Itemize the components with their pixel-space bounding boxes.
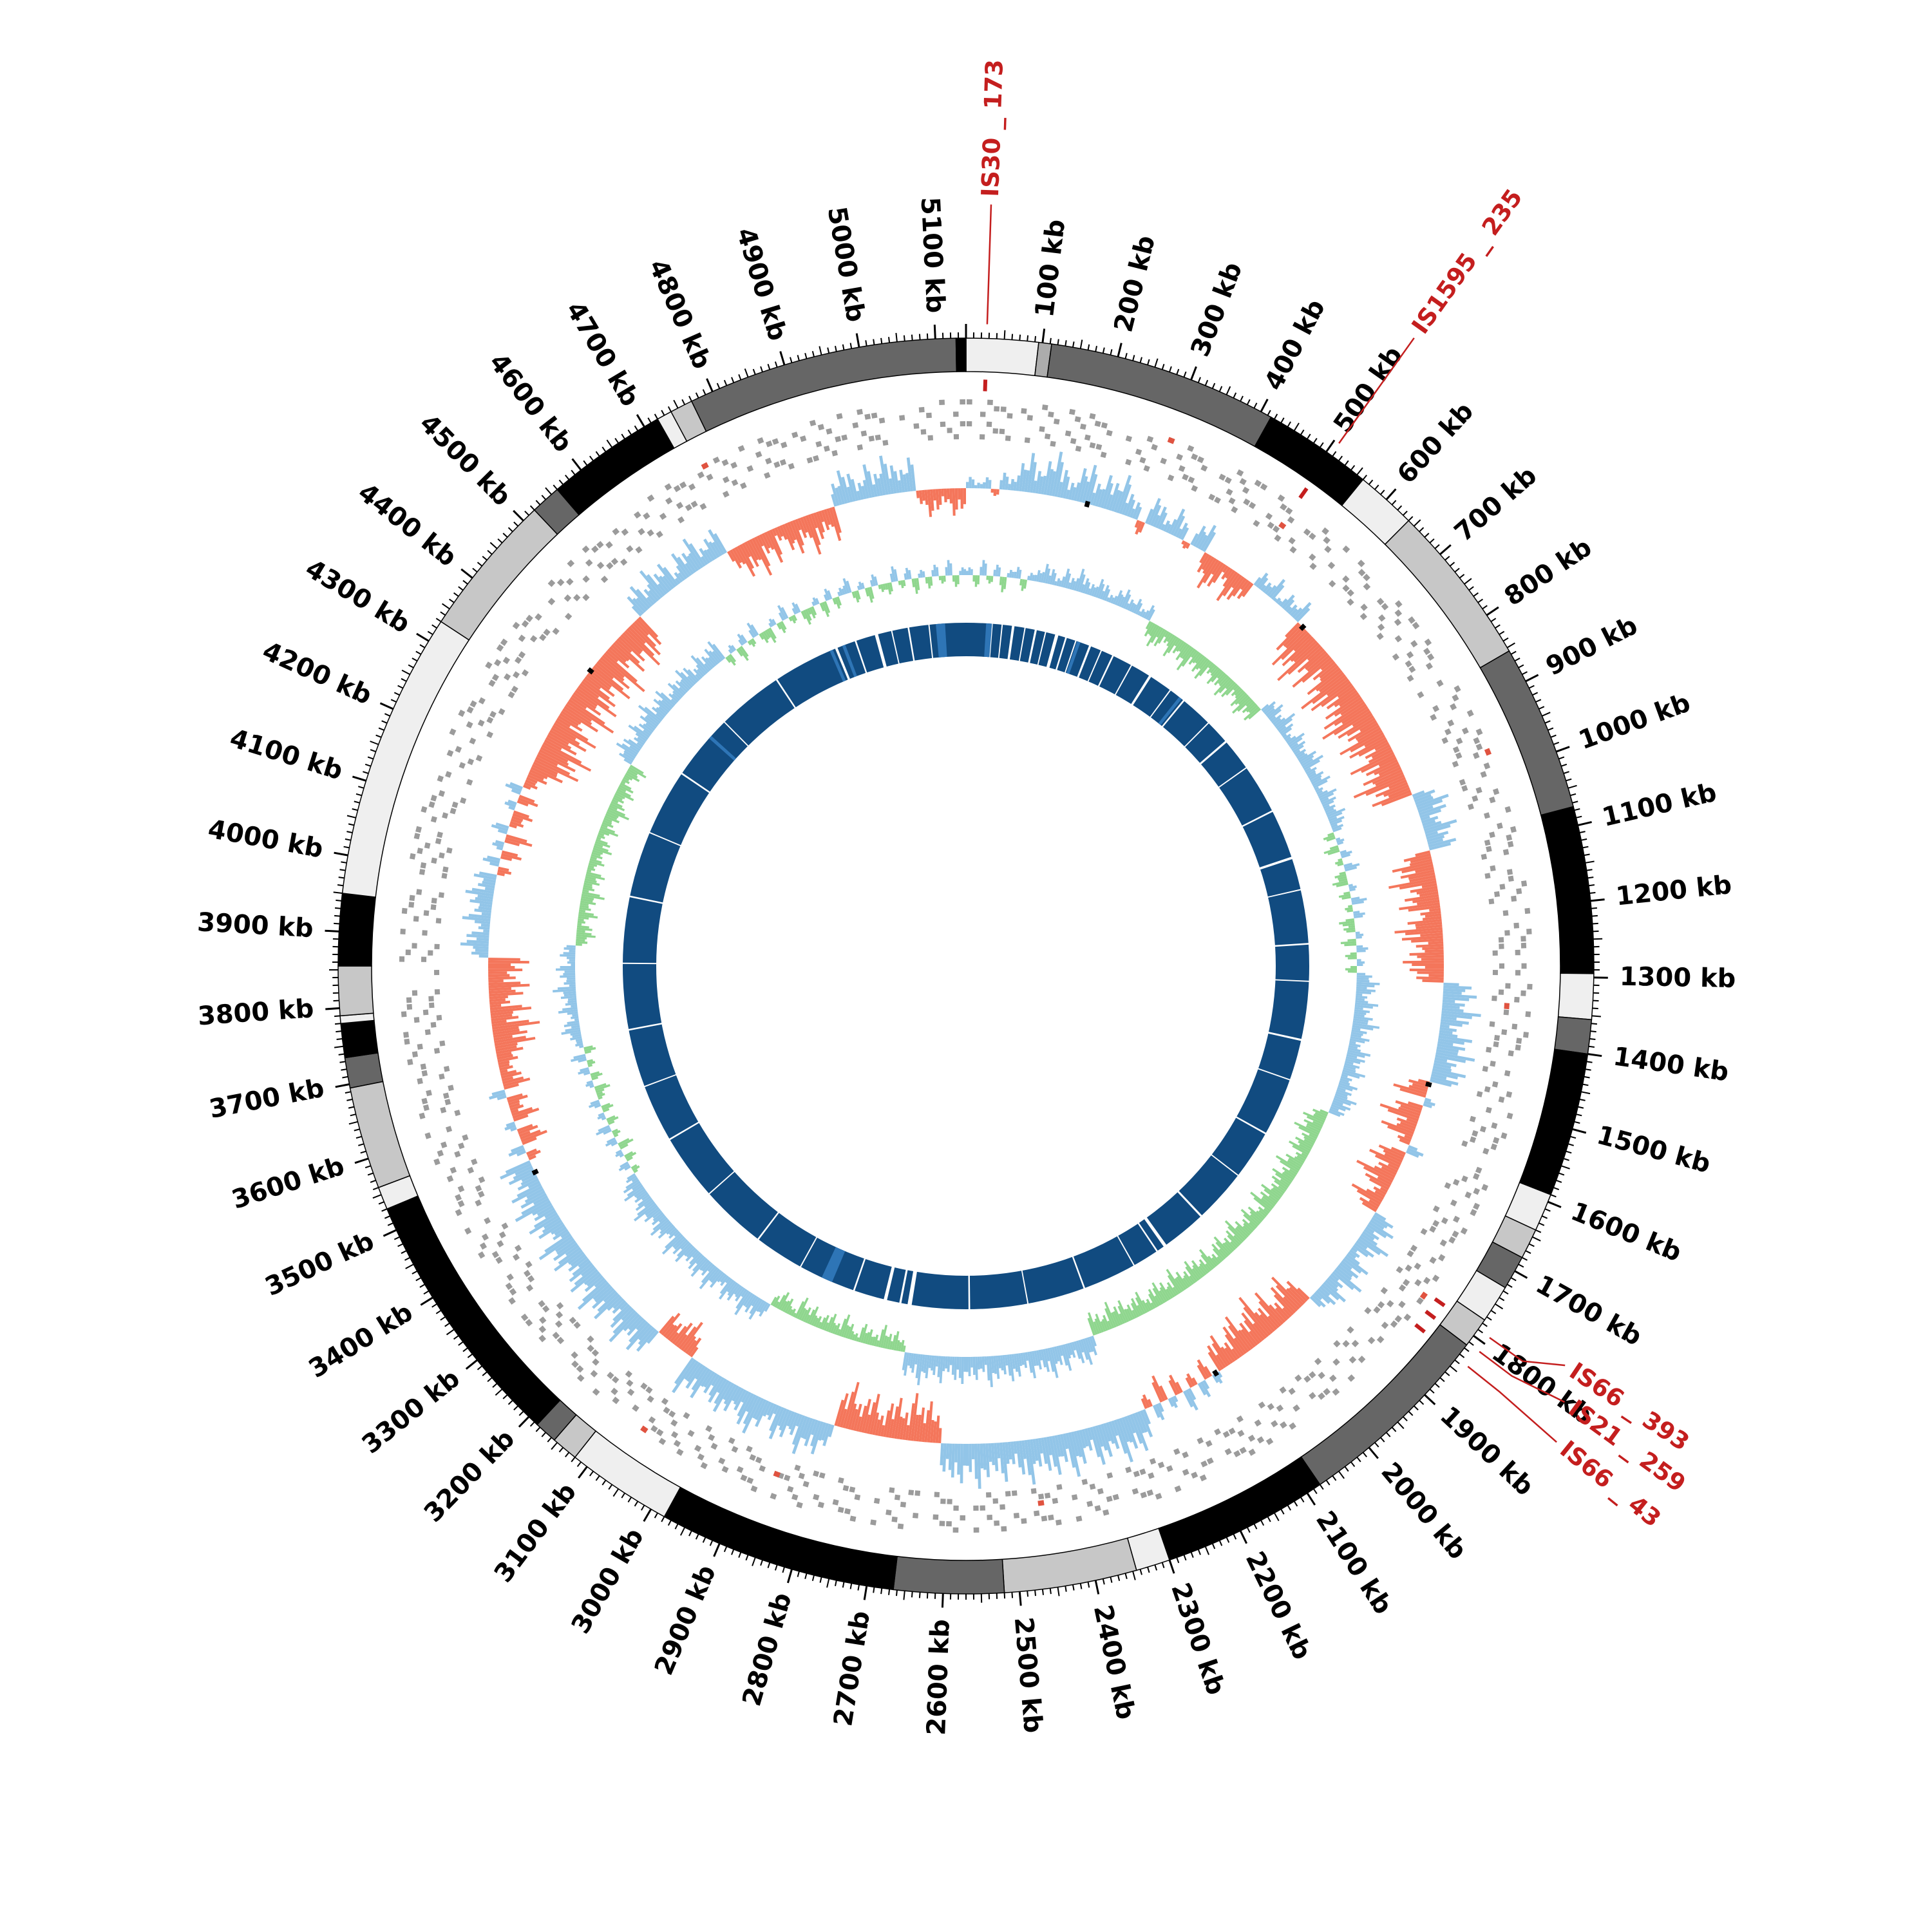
tick-label: 2100 kb [1310, 1506, 1398, 1620]
tick-label: 1700 kb [1531, 1269, 1647, 1352]
tick-label: 4400 kb [352, 477, 462, 573]
tick-label: 300 kb [1186, 258, 1249, 361]
tick-label: 3100 kb [489, 1477, 583, 1588]
tick-label: 2200 kb [1240, 1547, 1317, 1664]
tick-label: 100 kb [1030, 218, 1071, 319]
is-tiles [640, 437, 1510, 1506]
tick-label: 3400 kb [304, 1298, 419, 1384]
tick-label: 3000 kb [566, 1523, 650, 1638]
tick-label: 1900 kb [1434, 1401, 1539, 1502]
tick-label: 5100 kb [915, 196, 951, 314]
tick-label: 3800 kb [197, 994, 315, 1031]
tick-label: 400 kb [1259, 294, 1331, 395]
is-label-IS30_173: IS30 _ 173 [976, 59, 1009, 198]
tick-label: 4200 kb [258, 636, 376, 711]
is-leader-line [1338, 337, 1415, 444]
tick-label: 4800 kb [643, 255, 717, 374]
tick-label: 3900 kb [196, 907, 314, 943]
tick-label: 600 kb [1392, 397, 1479, 489]
tick-label: 2000 kb [1375, 1457, 1472, 1565]
tick-label: 500 kb [1328, 341, 1408, 438]
tick-label: 3200 kb [419, 1424, 521, 1528]
tick-label: 1300 kb [1619, 962, 1736, 994]
gc-content-track [553, 560, 1380, 1387]
tick-label: 2300 kb [1165, 1579, 1231, 1699]
tick-label: 900 kb [1541, 611, 1642, 681]
tick-label: 3700 kb [207, 1074, 327, 1124]
tick-label: 3600 kb [228, 1151, 348, 1215]
tick-label: 3300 kb [357, 1364, 466, 1460]
tick-label: 1000 kb [1575, 688, 1694, 755]
tick-label: 2500 kb [1009, 1616, 1048, 1734]
tick-label: 200 kb [1108, 232, 1161, 335]
tick-label: 3500 kb [261, 1226, 379, 1302]
tick-label: 4000 kb [206, 814, 326, 864]
alignment-ring [621, 622, 1311, 1311]
skew-black-marks [531, 500, 1432, 1377]
tick-label: 4900 kb [730, 224, 792, 344]
tick-label: 2700 kb [828, 1609, 876, 1728]
tick-label: 1100 kb [1600, 777, 1719, 832]
tick-label: 4300 kb [300, 554, 415, 639]
tile-track-forward [399, 399, 1533, 1533]
gc-skew-track [460, 451, 1481, 1489]
tick-label: 4700 kb [560, 296, 645, 412]
tick-label: 2600 kb [922, 1618, 956, 1736]
tick-label: 2900 kb [649, 1561, 722, 1680]
tick-label: 5000 kb [822, 205, 871, 325]
tick-label: 2800 kb [737, 1589, 797, 1709]
tick-label: 2400 kb [1088, 1602, 1141, 1722]
tick-label: 4600 kb [483, 348, 578, 458]
tick-label: 700 kb [1449, 460, 1542, 547]
is-label-IS1595_235: IS1595 _ 235 [1406, 184, 1528, 339]
is-leader-line [1479, 1350, 1566, 1403]
tick-label: 1200 kb [1615, 870, 1733, 912]
is-leader-line [1489, 1337, 1566, 1367]
is-leader-line [1467, 1365, 1557, 1443]
tile-track-reverse [421, 421, 1511, 1511]
tick-label: 4100 kb [227, 723, 346, 786]
ideogram-ring [337, 337, 1595, 1595]
tick-label: 1600 kb [1567, 1197, 1686, 1268]
is-marker-ring [983, 379, 1446, 1334]
tick-label: 1400 kb [1611, 1041, 1730, 1087]
tick-ring [325, 324, 1608, 1608]
tick-label: 4500 kb [413, 408, 516, 511]
is-leader-line [986, 204, 992, 325]
tick-label: 800 kb [1499, 533, 1597, 612]
tick-label: 1500 kb [1594, 1121, 1714, 1179]
